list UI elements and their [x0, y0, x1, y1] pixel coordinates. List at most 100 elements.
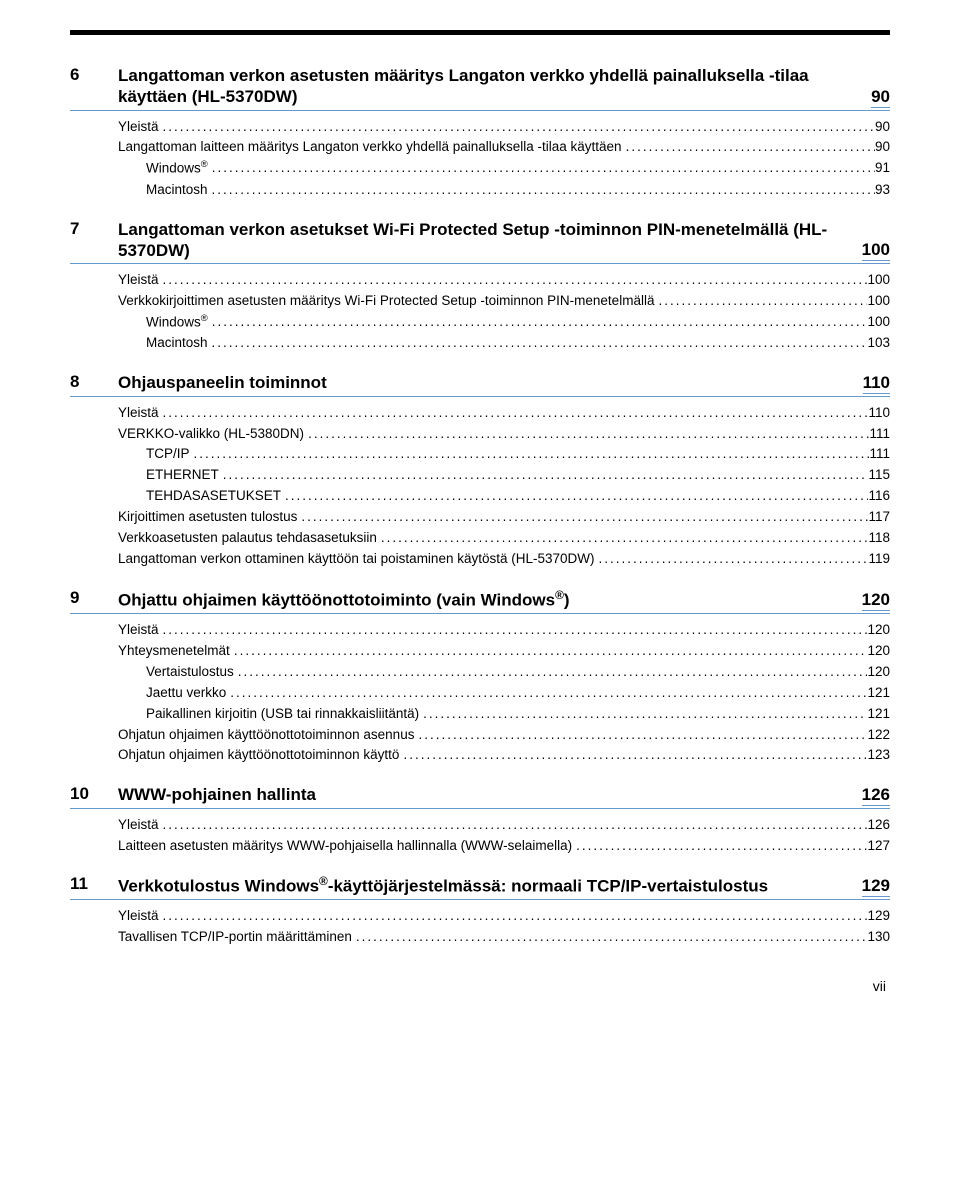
toc-leader-dots: ........................................…	[419, 704, 867, 725]
section-title: Verkkotulostus Windows®-käyttöjärjestelm…	[118, 874, 862, 897]
toc-entry[interactable]: Windows®................................…	[118, 312, 890, 333]
toc-entry[interactable]: TEHDASASETUKSET.........................…	[118, 486, 890, 507]
toc-entry-page: 90	[875, 137, 890, 158]
toc-entry[interactable]: Yleistä.................................…	[118, 620, 890, 641]
section-page: 90	[871, 87, 890, 108]
toc-leader-dots: ........................................…	[208, 333, 868, 354]
toc-leader-dots: ........................................…	[230, 641, 868, 662]
toc-entry-label: Yhteysmenetelmät	[118, 641, 230, 662]
toc-entry[interactable]: Tavallisen TCP/IP-portin määrittäminen..…	[118, 927, 890, 948]
toc-entry-page: 116	[868, 486, 890, 507]
toc-entry[interactable]: Kirjoittimen asetusten tulostus.........…	[118, 507, 890, 528]
toc-entry-page: 103	[867, 333, 890, 354]
toc-entry[interactable]: Macintosh...............................…	[118, 180, 890, 201]
toc-section: 11Verkkotulostus Windows®-käyttöjärjeste…	[70, 874, 890, 948]
toc-entry-label: ETHERNET	[146, 465, 219, 486]
section-page: 126	[862, 785, 890, 806]
toc-entry[interactable]: Verkkoasetusten palautus tehdasasetuksii…	[118, 528, 890, 549]
toc-entry[interactable]: Ohjatun ohjaimen käyttöönottotoiminnon a…	[118, 725, 890, 746]
toc-entry-label: Paikallinen kirjoitin (USB tai rinnakkai…	[146, 704, 419, 725]
toc-entry[interactable]: Yleistä.................................…	[118, 815, 890, 836]
toc-entry-label: Yleistä	[118, 620, 159, 641]
toc-entry-label: Yleistä	[118, 270, 159, 291]
toc-entry[interactable]: Langattoman laitteen määritys Langaton v…	[118, 137, 890, 158]
toc-entry-label: Vertaistulostus	[146, 662, 234, 683]
toc-leader-dots: ........................................…	[414, 725, 867, 746]
toc-container: 6Langattoman verkon asetusten määritys L…	[70, 65, 890, 948]
toc-entry-label: Yleistä	[118, 117, 159, 138]
section-header: 8Ohjauspaneelin toiminnot110	[70, 372, 890, 396]
document-page: 6Langattoman verkon asetusten määritys L…	[0, 0, 960, 1024]
toc-entry[interactable]: Laitteen asetusten määritys WWW-pohjaise…	[118, 836, 890, 857]
toc-entry-page: 111	[869, 424, 890, 445]
toc-entry[interactable]: Yleistä.................................…	[118, 906, 890, 927]
toc-entry[interactable]: Yleistä.................................…	[118, 270, 890, 291]
toc-entry[interactable]: TCP/IP..................................…	[118, 444, 890, 465]
toc-entry[interactable]: Yhteysmenetelmät........................…	[118, 641, 890, 662]
toc-leader-dots: ........................................…	[219, 465, 869, 486]
page-footer: vii	[70, 978, 890, 994]
toc-leader-dots: ........................................…	[281, 486, 868, 507]
toc-entry-label: Langattoman verkon ottaminen käyttöön ta…	[118, 549, 595, 570]
toc-entry-label: Verkkoasetusten palautus tehdasasetuksii…	[118, 528, 377, 549]
section-header: 6Langattoman verkon asetusten määritys L…	[70, 65, 890, 111]
toc-entry[interactable]: Jaettu verkko...........................…	[118, 683, 890, 704]
toc-entry-page: 100	[867, 270, 890, 291]
toc-entry[interactable]: VERKKO-valikko (HL-5380DN)..............…	[118, 424, 890, 445]
toc-entry-label: Yleistä	[118, 906, 159, 927]
toc-entry[interactable]: Yleistä.................................…	[118, 403, 890, 424]
top-rule	[70, 30, 890, 35]
toc-leader-dots: ........................................…	[208, 180, 875, 201]
toc-entry[interactable]: Verkkokirjoittimen asetusten määritys Wi…	[118, 291, 890, 312]
toc-entry-label: Windows®	[146, 312, 208, 333]
section-number: 9	[70, 588, 118, 608]
section-title-wrap: Ohjauspaneelin toiminnot110	[118, 372, 890, 393]
toc-entry-page: 120	[867, 620, 890, 641]
toc-leader-dots: ........................................…	[208, 312, 868, 333]
toc-entry-page: 121	[867, 704, 890, 725]
toc-entry-page: 129	[867, 906, 890, 927]
section-title-wrap: Langattoman verkon asetukset Wi-Fi Prote…	[118, 219, 890, 262]
toc-entry-label: TEHDASASETUKSET	[146, 486, 281, 507]
toc-list: Yleistä.................................…	[70, 906, 890, 948]
toc-leader-dots: ........................................…	[572, 836, 867, 857]
toc-entry-page: 117	[868, 507, 890, 528]
toc-leader-dots: ........................................…	[234, 662, 868, 683]
toc-entry-label: Windows®	[146, 158, 208, 179]
toc-leader-dots: ........................................…	[159, 620, 868, 641]
toc-entry-page: 126	[867, 815, 890, 836]
toc-entry[interactable]: Windows®................................…	[118, 158, 890, 179]
toc-entry-label: VERKKO-valikko (HL-5380DN)	[118, 424, 304, 445]
toc-entry[interactable]: Paikallinen kirjoitin (USB tai rinnakkai…	[118, 704, 890, 725]
toc-entry[interactable]: Vertaistulostus.........................…	[118, 662, 890, 683]
section-title-wrap: Langattoman verkon asetusten määritys La…	[118, 65, 890, 108]
toc-leader-dots: ........................................…	[159, 403, 869, 424]
section-page: 100	[862, 240, 890, 261]
toc-entry[interactable]: Macintosh...............................…	[118, 333, 890, 354]
toc-leader-dots: ........................................…	[159, 815, 868, 836]
section-header: 11Verkkotulostus Windows®-käyttöjärjeste…	[70, 874, 890, 900]
toc-leader-dots: ........................................…	[377, 528, 869, 549]
toc-entry-label: Tavallisen TCP/IP-portin määrittäminen	[118, 927, 352, 948]
toc-entry-label: Yleistä	[118, 815, 159, 836]
toc-leader-dots: ........................................…	[159, 906, 868, 927]
toc-section: 9Ohjattu ohjaimen käyttöönottotoiminto (…	[70, 588, 890, 766]
toc-list: Yleistä.................................…	[70, 815, 890, 857]
toc-entry-page: 111	[869, 444, 890, 465]
toc-entry-page: 100	[867, 291, 890, 312]
toc-entry-page: 119	[868, 549, 890, 570]
toc-entry-label: Jaettu verkko	[146, 683, 226, 704]
toc-entry-page: 110	[868, 403, 890, 424]
toc-leader-dots: ........................................…	[304, 424, 869, 445]
section-page: 129	[862, 876, 890, 897]
toc-entry-page: 122	[867, 725, 890, 746]
toc-section: 8Ohjauspaneelin toiminnot110 Yleistä.....…	[70, 372, 890, 570]
section-title: Ohjattu ohjaimen käyttöönottotoiminto (v…	[118, 588, 862, 611]
toc-entry[interactable]: Langattoman verkon ottaminen käyttöön ta…	[118, 549, 890, 570]
toc-leader-dots: ........................................…	[208, 158, 875, 179]
toc-entry[interactable]: Yleistä.................................…	[118, 117, 890, 138]
toc-entry-page: 91	[875, 158, 890, 179]
toc-entry-page: 120	[867, 662, 890, 683]
toc-entry[interactable]: Ohjatun ohjaimen käyttöönottotoiminnon k…	[118, 745, 890, 766]
toc-entry[interactable]: ETHERNET................................…	[118, 465, 890, 486]
